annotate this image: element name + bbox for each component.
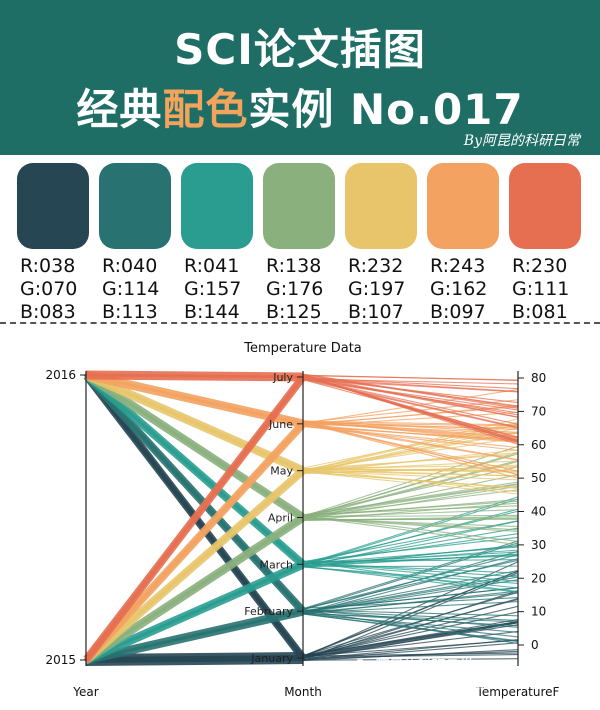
month-tick-label: April	[268, 512, 293, 525]
chart-title: Temperature Data	[243, 341, 362, 356]
swatch-7	[509, 163, 581, 249]
zhihu-watermark: 知乎 @阿昆的科研日常	[441, 673, 585, 690]
axis-label-0: Year	[72, 685, 98, 699]
dashed-divider	[0, 322, 600, 324]
temp-tick-label: 10	[531, 605, 546, 619]
year-tick-label: 2015	[45, 653, 76, 667]
temp-tick-label: 20	[531, 571, 546, 585]
temp-tick-label: 50	[531, 471, 546, 485]
temp-tick-label: 80	[531, 371, 546, 385]
title-part-highlight: 配色	[162, 85, 248, 134]
temp-tick-label: 60	[531, 438, 546, 452]
title-part-a: 经典	[76, 85, 162, 134]
swatch-2	[99, 163, 171, 249]
swatch-4	[263, 163, 335, 249]
temp-tick-label: 40	[531, 505, 546, 519]
year-tick-label: 2016	[45, 368, 76, 382]
temp-tick-label: 0	[531, 638, 539, 652]
swatch-5	[345, 163, 417, 249]
month-tick-label: June	[268, 418, 293, 431]
swatch-3	[181, 163, 253, 249]
title-line-1: SCI论文插图	[0, 16, 600, 77]
author-byline: By阿昆的科研日常	[464, 130, 580, 150]
year-month-band-2016-july	[86, 377, 303, 379]
title-part-c: 实例 No.017	[248, 85, 523, 134]
month-tick-label: May	[270, 465, 293, 478]
temp-tick-label: 30	[531, 538, 546, 552]
chart-byline-watermark: By阿昆的科研日常	[355, 658, 473, 674]
month-tick-label: March	[259, 558, 293, 571]
month-tick-label: July	[272, 371, 293, 384]
axis-label-1: Month	[284, 685, 322, 699]
temp-tick-label: 70	[531, 404, 546, 418]
swatch-6	[427, 163, 499, 249]
header-banner: SCI论文插图 经典配色实例 No.017 By阿昆的科研日常	[0, 0, 600, 155]
title-line-2: 经典配色实例 No.017	[0, 76, 600, 137]
month-tick-label: February	[244, 605, 293, 618]
month-tick-label: January	[250, 652, 293, 665]
swatch-1	[17, 163, 89, 249]
